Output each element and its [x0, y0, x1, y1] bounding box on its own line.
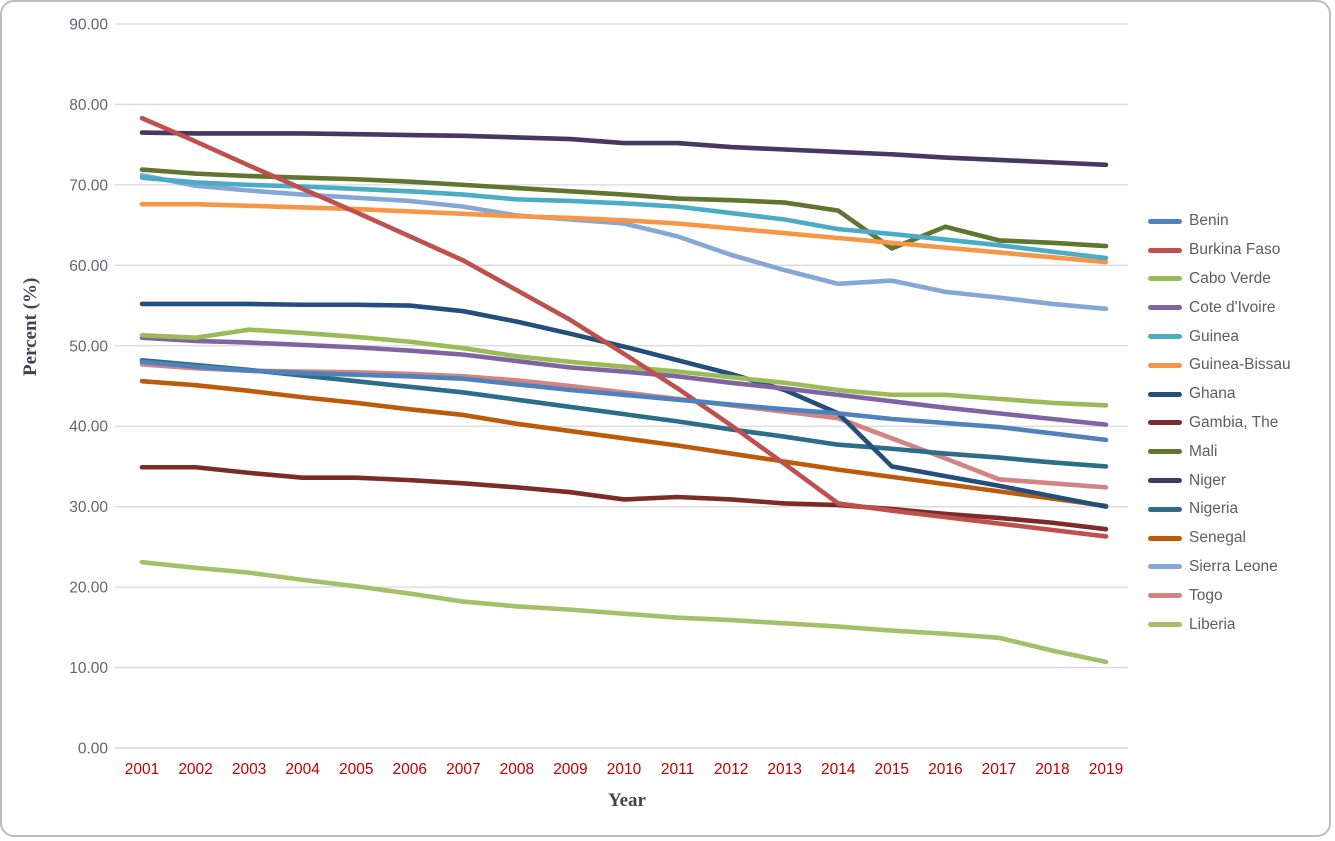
series-line-mali[interactable]	[139, 167, 1109, 251]
series-line-niger[interactable]	[139, 130, 1109, 168]
series-line-cote-d-ivoire[interactable]	[139, 335, 1109, 427]
legend-item-guinea[interactable]: Guinea	[1148, 322, 1329, 351]
legend-item-cote-d-ivoire[interactable]: Cote d'Ivoire	[1148, 293, 1329, 322]
legend-label: Guinea-Bissau	[1189, 356, 1291, 374]
legend-swatch-icon	[1148, 334, 1182, 340]
legend-label: Cabo Verde	[1189, 269, 1271, 287]
series-line-gambia-the[interactable]	[139, 464, 1109, 532]
legend-swatch-icon	[1148, 391, 1182, 397]
legend-swatch-icon	[1148, 564, 1182, 570]
series-line-nigeria[interactable]	[139, 357, 1109, 469]
legend-swatch-icon	[1148, 506, 1182, 512]
y-tick-label: 90.00	[69, 17, 108, 34]
legend-label: Togo	[1189, 586, 1223, 604]
legend-label: Burkina Faso	[1189, 241, 1281, 259]
x-tick-label: 2018	[1035, 761, 1069, 778]
y-tick-label: 70.00	[69, 177, 108, 194]
legend-label: Senegal	[1189, 529, 1246, 547]
x-axis-title: Year	[608, 790, 646, 811]
series-line-cabo-verde[interactable]	[139, 327, 1109, 408]
series-line-guinea-bissau[interactable]	[139, 201, 1109, 265]
legend-swatch-icon	[1148, 247, 1182, 253]
x-tick-label: 2003	[232, 761, 266, 778]
legend-label: Mali	[1189, 442, 1218, 460]
legend-item-gambia-the[interactable]: Gambia, The	[1148, 409, 1329, 438]
x-tick-label: 2016	[928, 761, 962, 778]
legend-item-mali[interactable]: Mali	[1148, 437, 1329, 466]
chart-legend: Benin Burkina Faso Cabo Verde Cote d'Ivoire…	[1148, 207, 1329, 639]
legend-label: Gambia, The	[1189, 413, 1279, 431]
x-tick-label: 2001	[125, 761, 159, 778]
legend-label: Niger	[1189, 471, 1227, 489]
legend-item-niger[interactable]: Niger	[1148, 466, 1329, 495]
legend-item-cabo-verde[interactable]: Cabo Verde	[1148, 265, 1329, 294]
legend-swatch-icon	[1148, 362, 1182, 368]
y-tick-label: 30.00	[69, 499, 108, 516]
series-line-liberia[interactable]	[139, 559, 1109, 665]
x-tick-label: 2013	[767, 761, 801, 778]
legend-item-ghana[interactable]: Ghana	[1148, 380, 1329, 409]
series-line-guinea[interactable]	[139, 175, 1109, 261]
legend-swatch-icon	[1148, 449, 1182, 455]
legend-item-guinea-bissau[interactable]: Guinea-Bissau	[1148, 351, 1329, 380]
x-tick-label: 2017	[982, 761, 1016, 778]
legend-swatch-icon	[1148, 305, 1182, 311]
y-tick-label: 50.00	[69, 338, 108, 355]
x-tick-label: 2011	[661, 761, 694, 778]
y-tick-label: 40.00	[69, 419, 108, 436]
legend-label: Liberia	[1189, 615, 1236, 633]
x-tick-label: 2002	[178, 761, 212, 778]
y-tick-label: 80.00	[69, 97, 108, 114]
series-line-sierra-leone[interactable]	[139, 172, 1109, 312]
legend-label: Cote d'Ivoire	[1189, 298, 1276, 316]
x-tick-label: 2008	[500, 761, 534, 778]
legend-item-nigeria[interactable]: Nigeria	[1148, 495, 1329, 524]
x-tick-label: 2012	[714, 761, 748, 778]
series-line-senegal[interactable]	[139, 378, 1109, 509]
legend-item-togo[interactable]: Togo	[1148, 581, 1329, 610]
legend-item-senegal[interactable]: Senegal	[1148, 524, 1329, 553]
x-tick-label: 2019	[1089, 761, 1123, 778]
y-tick-label: 20.00	[69, 580, 108, 597]
series-line-benin[interactable]	[139, 359, 1109, 443]
x-tick-label: 2006	[393, 761, 427, 778]
y-tick-label: 60.00	[69, 258, 108, 275]
legend-item-sierra-leone[interactable]: Sierra Leone	[1148, 553, 1329, 582]
y-tick-label: 0.00	[78, 741, 109, 758]
y-axis-title: Percent (%)	[20, 277, 41, 376]
legend-swatch-icon	[1148, 218, 1182, 224]
legend-swatch-icon	[1148, 420, 1182, 426]
legend-item-benin[interactable]: Benin	[1148, 207, 1329, 236]
legend-label: Nigeria	[1189, 500, 1239, 518]
legend-label: Guinea	[1189, 327, 1239, 345]
x-tick-label: 2014	[821, 761, 856, 778]
series-line-ghana[interactable]	[139, 301, 1109, 509]
x-tick-label: 2004	[285, 761, 320, 778]
legend-label: Sierra Leone	[1189, 557, 1278, 575]
legend-item-liberia[interactable]: Liberia	[1148, 610, 1329, 639]
x-tick-label: 2005	[339, 761, 373, 778]
x-tick-label: 2015	[875, 761, 909, 778]
x-tick-label: 2010	[607, 761, 642, 778]
x-tick-label: 2007	[446, 761, 480, 778]
legend-swatch-icon	[1148, 622, 1182, 628]
legend-label: Ghana	[1189, 385, 1236, 403]
legend-swatch-icon	[1148, 593, 1182, 599]
legend-swatch-icon	[1148, 478, 1182, 484]
y-tick-label: 10.00	[69, 660, 108, 677]
legend-swatch-icon	[1148, 535, 1182, 541]
legend-swatch-icon	[1148, 276, 1182, 282]
legend-label: Benin	[1189, 212, 1229, 230]
x-tick-label: 2009	[553, 761, 587, 778]
legend-item-burkina-faso[interactable]: Burkina Faso	[1148, 236, 1329, 265]
series-line-burkina-faso[interactable]	[139, 115, 1109, 539]
